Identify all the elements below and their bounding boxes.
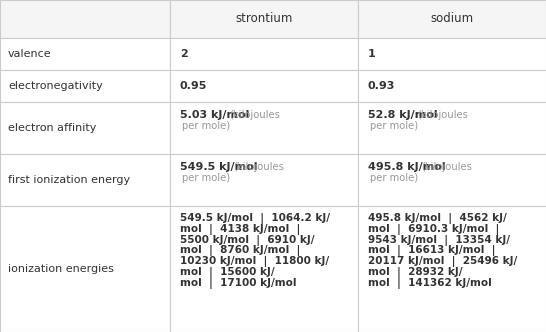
Text: 10230 kJ/mol  |  11800 kJ/: 10230 kJ/mol | 11800 kJ/ bbox=[180, 256, 329, 267]
Text: mol  |  15600 kJ/: mol | 15600 kJ/ bbox=[180, 267, 275, 278]
Text: 52.8 kJ/mol: 52.8 kJ/mol bbox=[368, 110, 438, 120]
Text: per mole): per mole) bbox=[370, 121, 418, 131]
Bar bbox=[0, 70, 170, 102]
Bar bbox=[170, 102, 358, 154]
Bar bbox=[0, 38, 170, 70]
Bar bbox=[170, 70, 358, 102]
Text: 5500 kJ/mol  |  6910 kJ/: 5500 kJ/mol | 6910 kJ/ bbox=[180, 235, 314, 246]
Bar bbox=[170, 154, 358, 206]
Bar bbox=[358, 0, 546, 38]
Text: 0.95: 0.95 bbox=[180, 81, 207, 91]
Text: per mole): per mole) bbox=[370, 173, 418, 183]
Bar bbox=[170, 206, 358, 332]
Text: 2: 2 bbox=[180, 49, 188, 59]
Bar bbox=[170, 38, 358, 70]
Bar bbox=[0, 102, 170, 154]
Text: ionization energies: ionization energies bbox=[8, 264, 114, 274]
Text: electronegativity: electronegativity bbox=[8, 81, 103, 91]
Text: 1: 1 bbox=[368, 49, 376, 59]
Text: strontium: strontium bbox=[235, 13, 293, 26]
Bar bbox=[358, 154, 546, 206]
Text: per mole): per mole) bbox=[182, 121, 230, 131]
Text: 5.03 kJ/mol: 5.03 kJ/mol bbox=[180, 110, 250, 120]
Text: 495.8 kJ/mol  |  4562 kJ/: 495.8 kJ/mol | 4562 kJ/ bbox=[368, 213, 507, 224]
Text: (kilojoules: (kilojoules bbox=[233, 162, 284, 172]
Text: 9543 kJ/mol  |  13354 kJ/: 9543 kJ/mol | 13354 kJ/ bbox=[368, 235, 510, 246]
Text: (kilojoules: (kilojoules bbox=[421, 162, 472, 172]
Text: first ionization energy: first ionization energy bbox=[8, 175, 130, 185]
Bar bbox=[358, 38, 546, 70]
Bar bbox=[358, 206, 546, 332]
Text: mol  |  141362 kJ/mol: mol | 141362 kJ/mol bbox=[368, 278, 492, 289]
Text: mol  |  4138 kJ/mol  |: mol | 4138 kJ/mol | bbox=[180, 224, 300, 235]
Text: valence: valence bbox=[8, 49, 52, 59]
Text: electron affinity: electron affinity bbox=[8, 123, 97, 133]
Text: 495.8 kJ/mol: 495.8 kJ/mol bbox=[368, 162, 446, 172]
Text: 549.5 kJ/mol  |  1064.2 kJ/: 549.5 kJ/mol | 1064.2 kJ/ bbox=[180, 213, 330, 224]
Bar bbox=[358, 70, 546, 102]
Bar bbox=[0, 0, 170, 38]
Text: mol  |  17100 kJ/mol: mol | 17100 kJ/mol bbox=[180, 278, 296, 289]
Text: 549.5 kJ/mol: 549.5 kJ/mol bbox=[180, 162, 258, 172]
Text: sodium: sodium bbox=[430, 13, 473, 26]
Bar bbox=[170, 0, 358, 38]
Text: mol  |  16613 kJ/mol  |: mol | 16613 kJ/mol | bbox=[368, 245, 496, 256]
Text: per mole): per mole) bbox=[182, 173, 230, 183]
Text: mol  |  28932 kJ/: mol | 28932 kJ/ bbox=[368, 267, 462, 278]
Text: (kilojoules: (kilojoules bbox=[229, 110, 280, 120]
Text: 20117 kJ/mol  |  25496 kJ/: 20117 kJ/mol | 25496 kJ/ bbox=[368, 256, 517, 267]
Bar bbox=[0, 206, 170, 332]
Text: mol  |  8760 kJ/mol  |: mol | 8760 kJ/mol | bbox=[180, 245, 300, 256]
Bar bbox=[0, 154, 170, 206]
Text: (kilojoules: (kilojoules bbox=[417, 110, 467, 120]
Text: 0.93: 0.93 bbox=[368, 81, 395, 91]
Bar bbox=[358, 102, 546, 154]
Text: mol  |  6910.3 kJ/mol  |: mol | 6910.3 kJ/mol | bbox=[368, 224, 500, 235]
